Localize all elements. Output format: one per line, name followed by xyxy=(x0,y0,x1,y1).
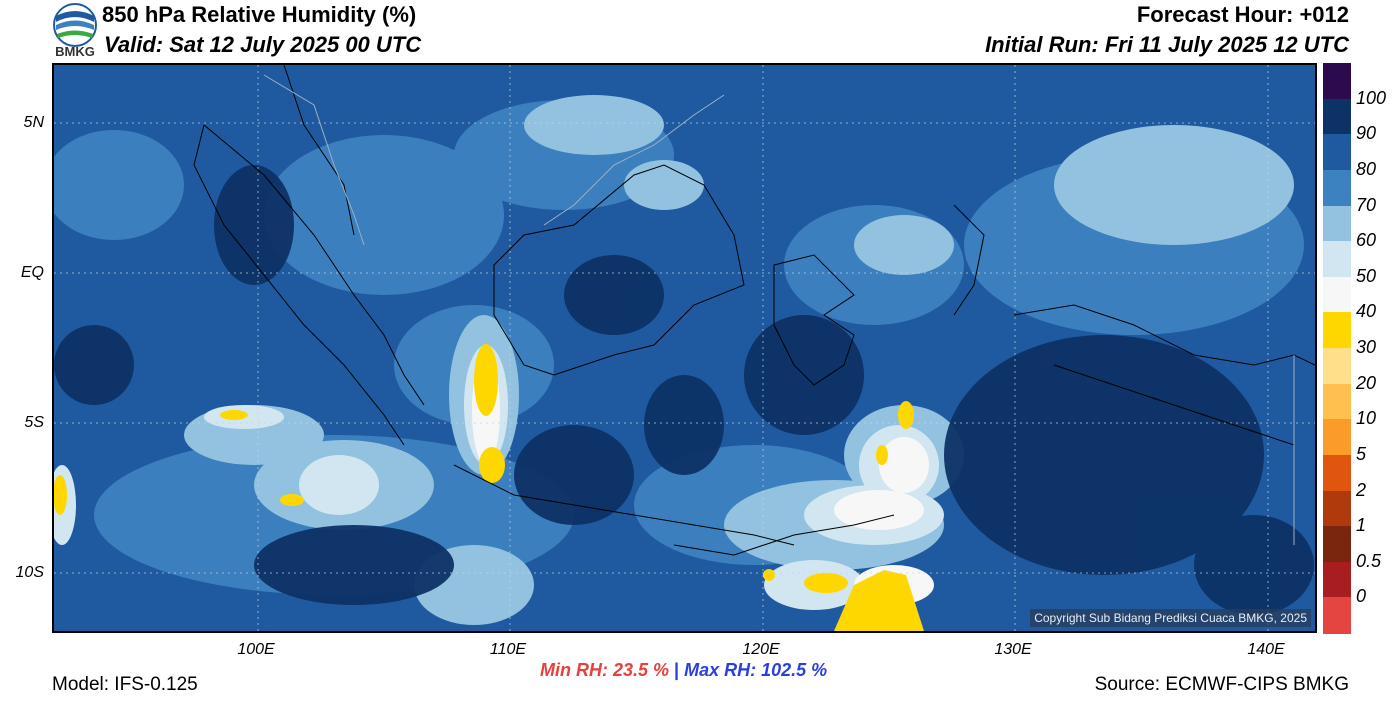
lat-label-10s: 10S xyxy=(15,564,44,581)
rh-stats: Min RH: 23.5 % | Max RH: 102.5 % xyxy=(540,660,827,681)
copyright-notice: Copyright Sub Bidang Prediksi Cuaca BMKG… xyxy=(1030,609,1311,627)
colorbar-label: 70 xyxy=(1356,194,1377,215)
colorbar-segment xyxy=(1323,419,1351,456)
colorbar-segment xyxy=(1323,561,1351,598)
lat-label-5n: 5N xyxy=(23,114,44,131)
colorbar-label: 20 xyxy=(1356,372,1377,393)
colorbar-label: 30 xyxy=(1356,337,1377,357)
max-rh: Max RH: 102.5 % xyxy=(684,660,828,680)
min-rh: Min RH: 23.5 % xyxy=(540,660,670,680)
stats-separator: | xyxy=(674,660,680,680)
colorbar-segment xyxy=(1323,526,1351,563)
lon-label-100e: 100E xyxy=(237,641,275,658)
colorbar-segment xyxy=(1323,98,1351,135)
lat-label-eq: EQ xyxy=(20,264,44,281)
colorbar-segment xyxy=(1323,454,1351,491)
colorbar-segment xyxy=(1323,597,1351,634)
colorbar-label: 5 xyxy=(1356,443,1367,464)
chart-title: 850 hPa Relative Humidity (%) xyxy=(102,2,417,27)
lon-label-110e: 110E xyxy=(489,641,527,658)
colorbar-label: 10 xyxy=(1356,408,1377,429)
humidity-map: Copyright Sub Bidang Prediksi Cuaca BMKG… xyxy=(52,63,1317,633)
lon-label-120e: 120E xyxy=(742,641,780,658)
valid-time: Valid: Sat 12 July 2025 00 UTC xyxy=(104,32,422,57)
logo-text: BMKG xyxy=(55,44,95,59)
bmkg-logo-icon xyxy=(53,3,97,47)
colorbar-segment xyxy=(1323,312,1351,349)
source-label: Source: ECMWF-CIPS BMKG xyxy=(1094,674,1349,695)
colorbar-label: 60 xyxy=(1356,230,1377,251)
colorbar-segment xyxy=(1323,348,1351,385)
colorbar-segment xyxy=(1323,134,1351,171)
colorbar-segment xyxy=(1323,276,1351,313)
colorbar-segment xyxy=(1323,205,1351,242)
model-label: Model: IFS-0.125 xyxy=(52,674,198,695)
colorbar-segment xyxy=(1323,169,1351,206)
initial-run: Initial Run: Fri 11 July 2025 12 UTC xyxy=(985,32,1349,57)
colorbar-segment xyxy=(1323,63,1351,100)
lat-label-5s: 5S xyxy=(24,414,44,431)
colorbar-label: 80 xyxy=(1356,158,1377,179)
colorbar xyxy=(1323,63,1351,634)
colorbar-label: 100 xyxy=(1356,87,1387,108)
colorbar-label: 2 xyxy=(1356,479,1367,500)
colorbar-segment xyxy=(1323,241,1351,278)
colorbar-segment xyxy=(1323,383,1351,420)
colorbar-label: 40 xyxy=(1356,301,1377,322)
colorbar-label: 50 xyxy=(1356,265,1377,286)
colorbar-segment xyxy=(1323,490,1351,527)
bmkg-logo: BMKG xyxy=(52,2,98,60)
lon-label-130e: 130E xyxy=(994,641,1032,658)
colorbar-label: 1 xyxy=(1356,515,1367,536)
forecast-hour: Forecast Hour: +012 xyxy=(1136,2,1349,27)
colorbar-label: 90 xyxy=(1356,123,1377,144)
lon-label-140e: 140E xyxy=(1247,641,1285,658)
colorbar-label: 0.5 xyxy=(1356,550,1382,571)
humidity-map-canvas xyxy=(54,65,1315,631)
colorbar-label: 0 xyxy=(1356,586,1367,607)
